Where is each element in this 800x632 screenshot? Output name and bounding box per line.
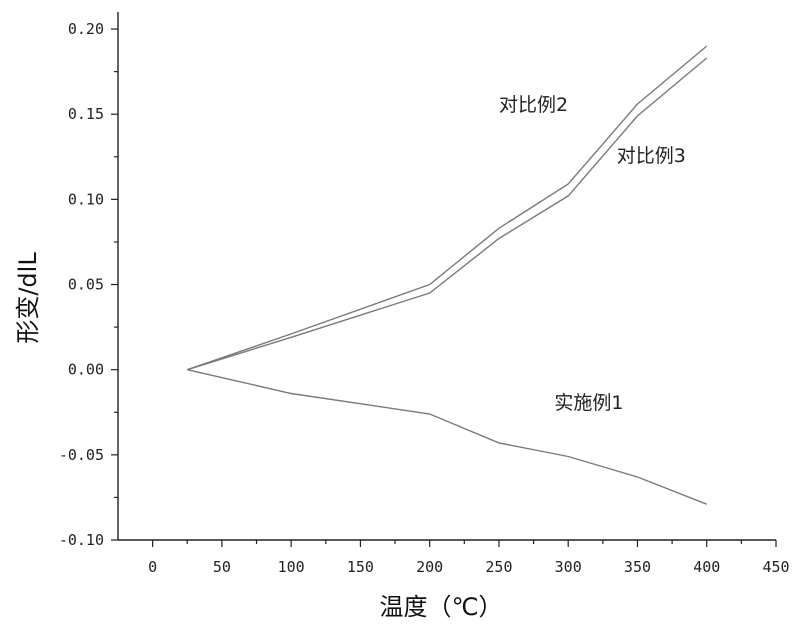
series-lines	[187, 45, 708, 505]
y-tick-label: 0.20	[68, 20, 104, 38]
series-label-3: 实施例1	[554, 392, 623, 414]
x-axis-title: 温度（℃）	[380, 593, 503, 621]
series-labels: 对比例2 对比例3 实施例1	[499, 94, 686, 414]
x-tick-label: 400	[693, 558, 720, 576]
x-tick-label: 150	[347, 558, 374, 576]
series-label-1: 对比例2	[499, 94, 568, 116]
y-axis-title: 形变/dlL	[14, 252, 42, 344]
x-axis-ticks: 0 50 100 150 200 250 300 350 400 450	[148, 540, 790, 576]
x-tick-label: 350	[624, 558, 651, 576]
x-tick-label: 250	[485, 558, 512, 576]
x-tick-label: 300	[555, 558, 582, 576]
series-line-1	[187, 45, 708, 371]
y-tick-label: -0.05	[59, 446, 104, 464]
y-axis-ticks: -0.10 -0.05 0.00 0.05 0.10 0.15 0.20	[59, 20, 118, 549]
y-tick-label: 0.00	[68, 361, 104, 379]
x-tick-label: 450	[762, 558, 789, 576]
y-tick-label: 0.15	[68, 105, 104, 123]
series-line-3	[187, 369, 707, 505]
series-line-2	[187, 57, 708, 371]
x-tick-label: 200	[416, 558, 443, 576]
x-tick-label: 100	[278, 558, 305, 576]
axes	[117, 12, 776, 541]
y-tick-label: -0.10	[59, 531, 104, 549]
x-tick-label: 50	[213, 558, 231, 576]
y-tick-label: 0.10	[68, 190, 104, 208]
series-label-2: 对比例3	[617, 145, 686, 167]
y-tick-label: 0.05	[68, 276, 104, 294]
x-tick-label: 0	[148, 558, 157, 576]
